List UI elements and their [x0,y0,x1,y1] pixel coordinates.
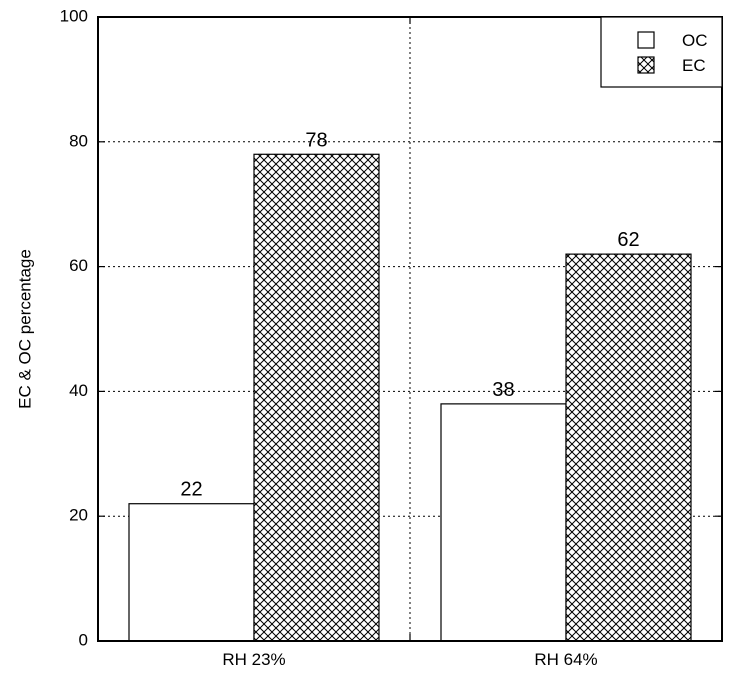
y-tick-label: 20 [69,506,88,525]
bar-oc [440,403,567,642]
y-tick-label: 60 [69,256,88,275]
y-axis: 0 20 40 60 80 100 [60,6,722,649]
y-tick-label: 40 [69,381,88,400]
y-tick-label: 0 [79,630,88,649]
y-tick-label: 100 [60,6,88,25]
bar-oc [128,503,255,642]
y-tick-label: 80 [69,131,88,150]
legend-box [600,16,723,88]
bar-value-label: 22 [180,479,202,501]
bars [128,153,692,642]
bar-value-label: 38 [492,379,514,401]
x-tick-label: RH 23% [222,650,285,669]
y-axis-title: EC & OC percentage [15,249,34,409]
legend-swatch-oc [637,31,655,49]
x-axis: RH 23% RH 64% [222,17,598,669]
bar-ec [253,153,380,642]
bar-ec [565,253,692,642]
legend-label-ec: EC [682,56,706,75]
legend: OC EC [600,16,723,88]
bar-value-label: 62 [617,229,639,251]
data-labels: 22 78 38 62 [180,129,639,500]
legend-label-oc: OC [682,31,708,50]
legend-swatch-ec [637,56,655,74]
bar-value-label: 78 [305,129,327,151]
x-tick-label: RH 64% [534,650,597,669]
